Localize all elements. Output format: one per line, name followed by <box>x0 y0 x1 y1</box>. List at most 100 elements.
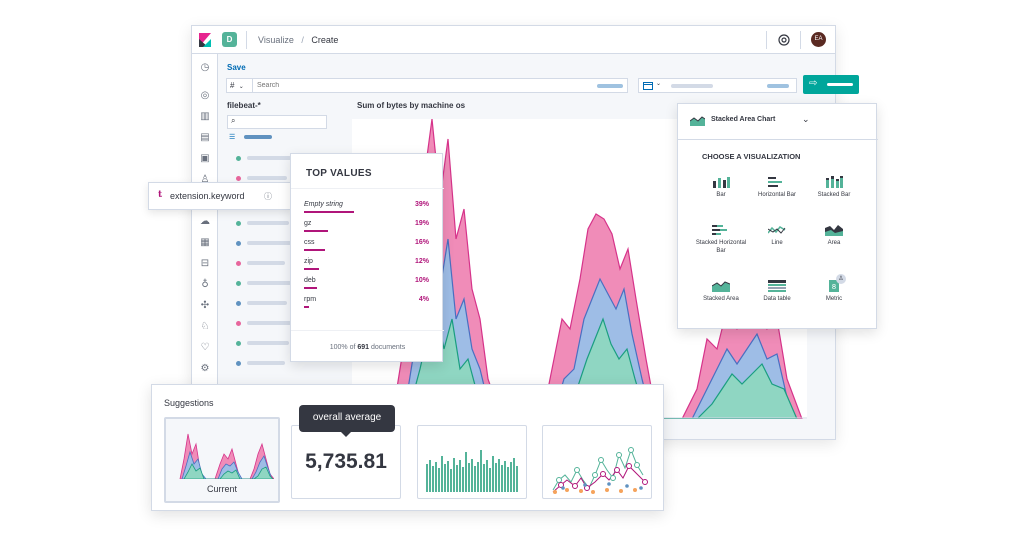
search-icon: ⌕ <box>231 116 236 125</box>
apply-label-bar <box>827 83 853 86</box>
suggestion-bar[interactable] <box>417 425 527 499</box>
suggestion-preview-bar <box>426 450 518 492</box>
vis-option-stacked-bar[interactable]: Stacked Bar <box>804 176 864 199</box>
canvas-icon[interactable]: ▣ <box>200 153 210 164</box>
query-bar: # ⌄ <box>226 78 628 93</box>
top-values-title: TOP VALUES <box>306 168 372 179</box>
suggestions-title: Suggestions <box>164 398 214 408</box>
stacked-area-icon <box>712 281 730 292</box>
field-popover-anchor[interactable]: t extension.keyword ⓘ <box>148 182 292 210</box>
recent-icon[interactable]: ◷ <box>200 62 210 73</box>
top-values-popover: TOP VALUES Empty string 39% gz 19% css 1… <box>290 153 444 362</box>
divider <box>291 330 444 331</box>
series-blue <box>399 228 793 420</box>
date-end-placeholder <box>767 84 789 88</box>
field-item[interactable] <box>247 341 289 345</box>
search-input[interactable] <box>257 80 587 91</box>
vis-option-line[interactable]: Line <box>747 224 807 247</box>
vis-option-metric[interactable]: 8 Metric <box>804 280 864 303</box>
breadcrumb-separator: / <box>301 35 304 45</box>
field-filter-input[interactable]: ⌕ <box>227 115 327 129</box>
help-icon[interactable] <box>778 34 790 46</box>
uptime-icon[interactable]: ♁ <box>201 279 209 290</box>
date-start-placeholder <box>671 84 713 88</box>
divider <box>678 139 878 140</box>
svg-text:8: 8 <box>832 283 836 291</box>
info-icon[interactable]: ⓘ <box>264 192 272 201</box>
vis-option-bar[interactable]: Bar <box>691 176 751 199</box>
divider <box>291 188 444 189</box>
side-nav: ◷ ◎ ▥ ▤ ▣ ♙ ◑ ☁ ▦ ⊟ ♁ ✣ ♘ ♡ ⚙ <box>192 54 218 439</box>
data-table-icon <box>768 280 786 292</box>
string-type-icon: t <box>158 190 163 200</box>
overall-average-tooltip: overall average <box>299 405 395 437</box>
vis-option-area[interactable]: Area <box>804 224 864 247</box>
field-item[interactable] <box>247 261 285 265</box>
series-green <box>401 306 798 420</box>
siem-icon[interactable]: ✣ <box>200 300 210 311</box>
chart-type-switcher[interactable]: Stacked Area Chart ⌄ <box>690 114 810 128</box>
field-item[interactable] <box>247 361 285 365</box>
metric-icon: 8 <box>829 280 839 292</box>
user-avatar[interactable]: EA <box>811 32 826 47</box>
stacked-area-icon <box>690 116 705 126</box>
filter-placeholder <box>244 135 272 139</box>
query-language-toggle[interactable]: # ⌄ <box>227 79 253 92</box>
monitoring-icon[interactable]: ♡ <box>200 342 210 353</box>
field-item[interactable] <box>247 176 287 180</box>
tooltip-arrow <box>341 432 351 437</box>
field-item[interactable] <box>247 156 292 160</box>
field-item[interactable] <box>247 321 293 325</box>
management-icon[interactable]: ⚙ <box>200 363 210 374</box>
header-divider <box>766 31 767 49</box>
suggestions-panel: Suggestions Current 5,735.81 <box>151 384 664 511</box>
discover-icon[interactable]: ◎ <box>200 90 210 101</box>
top-value-bar <box>304 249 325 251</box>
breadcrumb: Visualize / Create <box>258 35 338 45</box>
vis-option-data-table[interactable]: Data table <box>747 280 807 303</box>
dashboard-icon[interactable]: ▤ <box>200 132 210 143</box>
save-link[interactable]: Save <box>227 63 246 72</box>
chart-title: Sum of bytes by machine os <box>357 101 466 110</box>
field-item[interactable] <box>247 221 289 225</box>
breadcrumb-create: Create <box>311 35 339 45</box>
maps-icon[interactable]: ♙ <box>200 174 210 185</box>
top-value-bar <box>304 306 310 308</box>
chevron-down-icon: ⌄ <box>656 81 662 87</box>
kibana-logo-icon[interactable] <box>199 33 211 47</box>
hash-icon: # <box>230 81 235 90</box>
space-avatar[interactable]: D <box>222 32 237 47</box>
logs-icon[interactable]: ▦ <box>200 237 210 248</box>
filter-icon[interactable]: ☰ <box>229 134 236 141</box>
field-item[interactable] <box>247 241 295 245</box>
top-values-footer: 100% of 691 documents <box>329 344 406 351</box>
vis-option-stacked-horizontal-bar[interactable]: Stacked Horizontal Bar <box>691 224 751 255</box>
apm-icon[interactable]: ⊟ <box>200 258 210 269</box>
apply-query-button[interactable]: ⇨ <box>803 75 859 94</box>
beta-badge-icon: ♙ <box>836 274 846 284</box>
search-placeholder-bar <box>597 84 623 88</box>
vis-option-horizontal-bar[interactable]: Horizontal Bar <box>747 176 807 199</box>
date-picker[interactable]: ⌄ <box>638 78 797 93</box>
header-divider <box>800 31 801 49</box>
infra-icon[interactable]: ☁ <box>200 216 210 227</box>
vis-option-stacked-area[interactable]: Stacked Area <box>691 280 751 303</box>
top-value-bar <box>304 211 354 213</box>
area-chart-icon <box>825 225 843 236</box>
top-value-bar <box>304 287 317 289</box>
visualize-icon[interactable]: ▥ <box>200 111 210 122</box>
suggestion-scatter[interactable] <box>542 425 652 499</box>
top-value-bar <box>304 268 320 270</box>
index-pattern-title[interactable]: filebeat-* <box>227 101 261 110</box>
field-item[interactable] <box>247 301 287 305</box>
stacked-bar-icon <box>826 176 843 188</box>
field-item[interactable] <box>247 281 292 285</box>
choose-visualization-heading: CHOOSE A VISUALIZATION <box>702 152 801 161</box>
suggestion-preview-scatter <box>552 447 648 494</box>
suggestion-preview-stacked-area <box>179 433 274 479</box>
suggestion-current[interactable]: Current <box>164 417 280 503</box>
devtools-icon[interactable]: ♘ <box>200 321 210 332</box>
top-header: D Visualize / Create EA <box>192 26 835 54</box>
breadcrumb-visualize[interactable]: Visualize <box>258 35 294 45</box>
top-value-bar <box>304 230 329 232</box>
